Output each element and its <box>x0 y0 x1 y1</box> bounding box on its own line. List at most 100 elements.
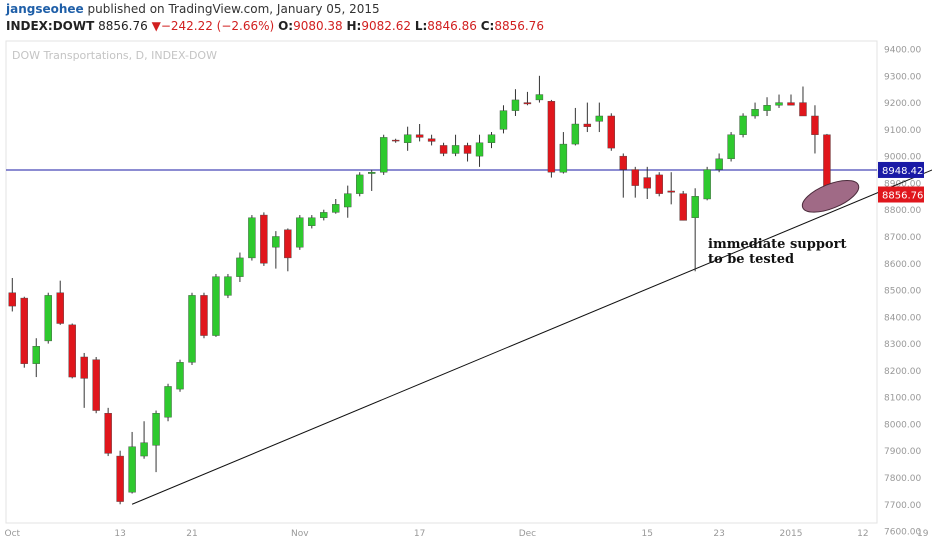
y-tick-label: 8200.00 <box>884 367 921 377</box>
y-tick-label: 9400.00 <box>884 46 921 56</box>
candle-up[interactable] <box>571 123 580 145</box>
candle-down[interactable] <box>8 292 17 307</box>
publish-text: published on TradingView.com, January 05… <box>83 2 380 16</box>
annotation-line-2: to be tested <box>708 252 794 267</box>
candle-up[interactable] <box>320 212 328 218</box>
candle-down[interactable] <box>427 138 436 142</box>
candle-down[interactable] <box>643 177 651 189</box>
candle-up[interactable] <box>344 193 352 208</box>
candle-down[interactable] <box>679 193 687 221</box>
candle-up[interactable] <box>296 217 304 248</box>
low-label: L: <box>414 19 428 33</box>
candle-down[interactable] <box>116 455 124 502</box>
ohlc-readout: INDEX:DOWT 8856.76 ▼−242.22 (−2.66%) O:9… <box>6 19 544 33</box>
candle-down[interactable] <box>92 359 100 411</box>
candle-up[interactable] <box>715 158 723 170</box>
candle-down[interactable] <box>619 155 627 170</box>
candle-up[interactable] <box>248 217 256 259</box>
candle-up[interactable] <box>176 362 184 390</box>
candle-up[interactable] <box>595 115 604 122</box>
candle-up[interactable] <box>356 174 364 194</box>
candle-down[interactable] <box>20 297 28 364</box>
candle-down[interactable] <box>80 356 88 379</box>
candle-up[interactable] <box>128 446 136 493</box>
candle-down[interactable] <box>655 174 663 194</box>
candle-down[interactable] <box>463 145 472 154</box>
candle-down[interactable] <box>607 115 615 149</box>
candle-up[interactable] <box>164 386 172 418</box>
candle-up[interactable] <box>451 145 460 154</box>
candle-up[interactable] <box>751 109 759 117</box>
x-tick-label: 21 <box>186 529 197 539</box>
candle-up[interactable] <box>44 295 52 342</box>
candle-down[interactable] <box>56 292 64 324</box>
plot-area[interactable] <box>5 40 878 524</box>
last-price: 8856.76 <box>98 19 148 33</box>
candle-up[interactable] <box>559 143 568 173</box>
candle-up[interactable] <box>499 110 508 130</box>
candle-down[interactable] <box>583 123 592 127</box>
candle-up[interactable] <box>236 257 244 277</box>
candle-down[interactable] <box>667 190 675 193</box>
candle-up[interactable] <box>403 134 412 143</box>
y-tick-label: 8400.00 <box>884 313 921 323</box>
candle-down[interactable] <box>811 115 819 135</box>
author-name[interactable]: jangseohee <box>6 2 84 16</box>
x-tick-label: 23 <box>713 529 724 539</box>
candle-down[interactable] <box>439 145 448 154</box>
y-tick-label: 8100.00 <box>884 394 921 404</box>
candle-up[interactable] <box>32 346 40 364</box>
open-label: O: <box>278 19 294 33</box>
y-tick-label: 8500.00 <box>884 287 921 297</box>
candle-up[interactable] <box>475 142 484 157</box>
y-tick-label: 7600.00 <box>884 528 921 538</box>
candle-down[interactable] <box>260 214 268 264</box>
candle-up[interactable] <box>535 94 544 101</box>
candle-down[interactable] <box>200 295 208 336</box>
candle-up[interactable] <box>140 442 148 457</box>
candle-up[interactable] <box>272 236 280 248</box>
annotation-line-1: immediate support <box>708 237 846 252</box>
candle-up[interactable] <box>511 99 520 111</box>
y-tick-label: 7900.00 <box>884 447 921 457</box>
candle-up[interactable] <box>487 134 496 143</box>
candle-up[interactable] <box>224 276 232 296</box>
candle-up[interactable] <box>703 169 711 200</box>
down-arrow-icon: ▼ <box>151 19 161 33</box>
candle-down[interactable] <box>391 139 400 142</box>
close-label: C: <box>480 19 495 33</box>
support-highlight-ellipse[interactable] <box>798 174 863 219</box>
candle-down[interactable] <box>631 169 639 186</box>
candle-up[interactable] <box>775 102 783 106</box>
candle-down[interactable] <box>787 102 795 106</box>
candle-up[interactable] <box>368 172 376 174</box>
candle-up[interactable] <box>308 217 316 226</box>
candle-up[interactable] <box>212 276 220 336</box>
y-tick-label: 9300.00 <box>884 72 921 82</box>
high-label: H: <box>346 19 362 33</box>
trendline[interactable] <box>131 159 932 505</box>
candle-down[interactable] <box>415 134 424 138</box>
y-tick-label: 9000.00 <box>884 153 921 163</box>
candle-up[interactable] <box>727 134 735 160</box>
candle-up[interactable] <box>332 204 340 213</box>
x-tick-label: Nov <box>291 529 309 539</box>
chart-title: DOW Transportations, D, INDEX-DOW <box>12 49 217 62</box>
candle-down[interactable] <box>104 413 112 454</box>
y-tick-label: 7700.00 <box>884 501 921 511</box>
candle-up[interactable] <box>379 137 388 173</box>
horizontal-line-price-tag-text: 8948.42 <box>882 166 923 177</box>
candle-up[interactable] <box>188 295 196 363</box>
candle-down[interactable] <box>284 229 292 259</box>
y-tick-label: 8700.00 <box>884 233 921 243</box>
candlestick-chart[interactable]: DOW Transportations, D, INDEX-DOW 9400.00… <box>0 38 932 550</box>
candle-up[interactable] <box>691 196 699 218</box>
candle-down[interactable] <box>523 102 532 105</box>
candle-up[interactable] <box>739 115 747 135</box>
horizontal-line-price-tag-box <box>878 161 924 178</box>
candle-up[interactable] <box>763 105 771 111</box>
candle-up[interactable] <box>152 413 160 446</box>
candle-down[interactable] <box>68 324 76 378</box>
candle-down[interactable] <box>547 101 556 173</box>
candle-down[interactable] <box>799 102 807 117</box>
